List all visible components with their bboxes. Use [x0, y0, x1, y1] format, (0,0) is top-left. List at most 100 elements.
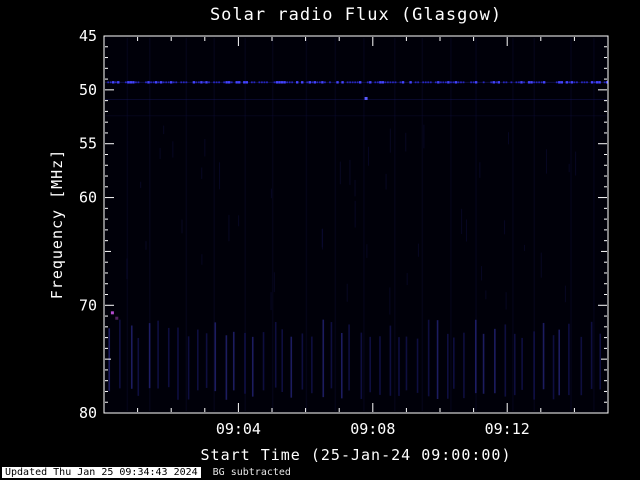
rfi-line-dot — [598, 81, 601, 84]
rfi-line-dot — [457, 81, 460, 84]
rfi-line-dot — [359, 81, 362, 84]
rfi-line-dot — [286, 81, 289, 84]
rfi-line-dot — [165, 81, 168, 84]
rfi-line-dot — [137, 81, 140, 84]
rfi-line-dot — [595, 81, 599, 84]
rfi-line-dot — [296, 81, 299, 84]
y-tick-label: 70 — [79, 296, 97, 314]
rfi-line-dot — [192, 81, 196, 84]
rfi-line-dot — [354, 81, 357, 84]
rfi-line-dot — [520, 81, 523, 84]
y-tick-label: 55 — [79, 135, 97, 153]
rfi-line-dot — [253, 81, 256, 84]
rfi-line-dot — [454, 81, 458, 84]
rfi-line-dot — [150, 81, 152, 84]
rfi-line-dot — [349, 81, 352, 84]
rfi-line-dot — [379, 81, 382, 84]
rfi-line-dot — [301, 81, 304, 84]
x-axis-label: Start Time (25-Jan-24 09:00:00) — [200, 446, 512, 464]
rfi-line-dot — [107, 81, 110, 84]
rfi-line-dot — [208, 81, 210, 84]
rfi-line-dot — [523, 81, 525, 84]
rfi-line-dot — [306, 81, 309, 84]
rfi-line-dot — [117, 81, 120, 84]
rfi-line-dot — [603, 81, 606, 84]
rfi-line-dot — [132, 81, 135, 84]
rfi-line-dot — [530, 81, 533, 84]
rfi-line-dot — [495, 81, 498, 84]
rfi-line-dot — [245, 81, 248, 84]
rfi-line-dot — [542, 81, 546, 84]
rfi-line-dot — [235, 81, 238, 84]
rfi-line-dot — [180, 81, 183, 84]
rfi-line-dot — [114, 81, 117, 84]
rfi-line-dot — [324, 81, 326, 84]
rfi-line-dot — [392, 81, 394, 84]
rfi-line-dot — [492, 81, 495, 84]
rfi-line-dot — [460, 81, 462, 84]
rfi-line-dot — [356, 81, 359, 84]
rfi-line-dot — [261, 81, 263, 84]
rfi-line-dot — [565, 81, 569, 84]
rfi-line-dot — [434, 81, 437, 84]
rfi-line-dot — [474, 81, 478, 84]
rfi-line-dot — [182, 81, 185, 84]
rfi-line-dot — [280, 81, 284, 84]
rfi-line-dot — [576, 81, 578, 84]
rfi-line-dot — [424, 81, 427, 84]
rfi-line-dot — [109, 81, 112, 84]
rfi-line-dot — [147, 81, 150, 84]
rfi-line-dot — [311, 81, 314, 84]
rfi-line-dot — [313, 81, 317, 84]
rfi-line-dot — [422, 81, 425, 84]
rfi-line-dot — [573, 81, 576, 84]
rfi-line-dot — [442, 81, 445, 84]
rfi-line-dot — [482, 81, 485, 84]
rfi-line-dot — [215, 81, 218, 84]
rfi-line-dot — [490, 81, 493, 84]
rfi-line-dot — [112, 81, 115, 84]
rfi-line-dot — [288, 81, 291, 84]
rfi-line-dot — [230, 81, 233, 84]
spectrogram-point — [364, 96, 368, 100]
rfi-line-dot — [329, 81, 331, 84]
rfi-line-dot — [447, 81, 450, 84]
rfi-line-dot — [283, 81, 286, 84]
rfi-line-dot — [581, 81, 583, 84]
rfi-line-dot — [439, 81, 442, 84]
rfi-line-dot — [205, 81, 208, 84]
rfi-line-dot — [213, 81, 215, 84]
rfi-line-dot — [351, 81, 354, 84]
rfi-line-dot — [401, 81, 405, 84]
axes-box — [103, 35, 609, 414]
rfi-line-dot — [510, 81, 513, 84]
rfi-line-dot — [308, 81, 311, 84]
rfi-line-dot — [444, 81, 447, 84]
rfi-line-dot — [159, 81, 163, 84]
plot-background — [104, 36, 608, 413]
rfi-line-dot — [341, 81, 344, 84]
rfi-line-dot — [336, 81, 339, 84]
rfi-line-dot — [263, 81, 266, 84]
rfi-line-dot — [560, 81, 563, 84]
rfi-line-dot — [470, 81, 472, 84]
rfi-line-dot — [250, 81, 253, 84]
rfi-line-dot — [535, 81, 538, 84]
rfi-line-dot — [399, 81, 402, 84]
rfi-line-dot — [462, 81, 465, 84]
rfi-line-dot — [505, 81, 508, 84]
rfi-line-dot — [437, 81, 440, 84]
rfi-line-dot — [555, 81, 558, 84]
rfi-line-dot — [346, 81, 349, 84]
rfi-line-dot — [538, 81, 541, 84]
rfi-line-dot — [185, 81, 188, 84]
rfi-line-dot — [558, 81, 561, 84]
rfi-line-dot — [515, 81, 518, 84]
rfi-line-dot — [414, 81, 417, 84]
rfi-line-dot — [238, 81, 241, 84]
rfi-line-dot — [472, 81, 475, 84]
rfi-line-dot — [387, 81, 389, 84]
rfi-line-dot — [409, 81, 412, 84]
rfi-line-dot — [369, 81, 372, 84]
